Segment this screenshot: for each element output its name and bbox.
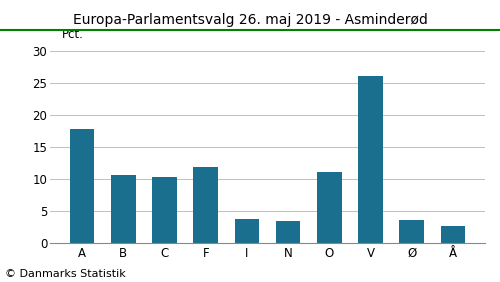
Text: Pct.: Pct. — [62, 28, 84, 41]
Bar — [70, 129, 94, 243]
Bar — [152, 177, 177, 243]
Bar — [400, 219, 424, 243]
Bar — [317, 171, 342, 243]
Bar — [276, 221, 300, 243]
Text: Europa-Parlamentsvalg 26. maj 2019 - Asminderød: Europa-Parlamentsvalg 26. maj 2019 - Asm… — [72, 13, 428, 27]
Bar — [111, 175, 136, 243]
Text: © Danmarks Statistik: © Danmarks Statistik — [5, 269, 126, 279]
Bar — [194, 167, 218, 243]
Bar — [358, 76, 383, 243]
Bar — [440, 226, 465, 243]
Bar — [234, 219, 260, 243]
